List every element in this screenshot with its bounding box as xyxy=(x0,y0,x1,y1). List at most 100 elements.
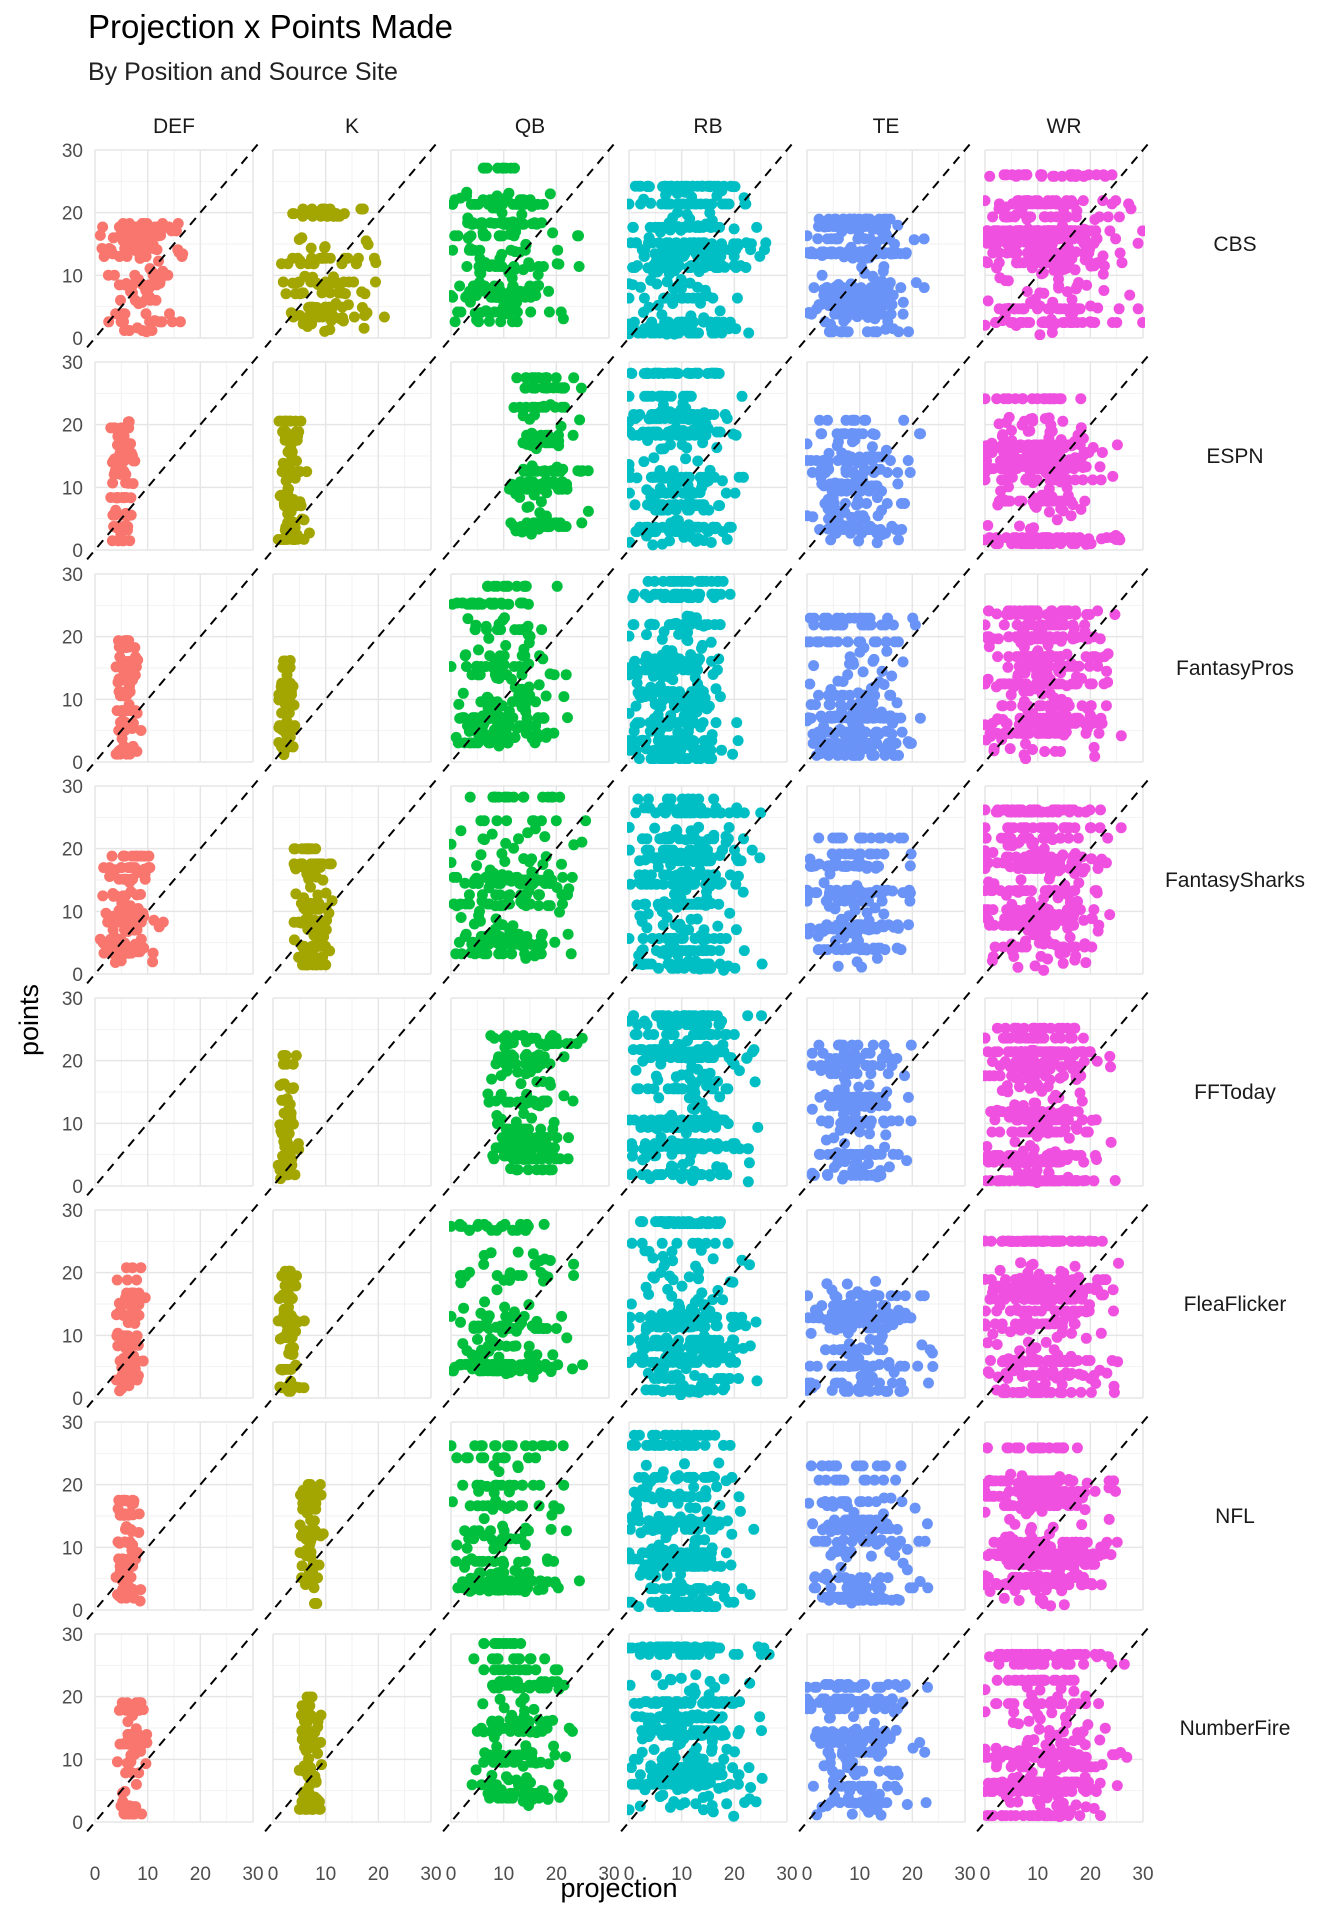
data-point xyxy=(885,690,896,701)
data-point xyxy=(706,589,717,600)
data-point xyxy=(983,674,994,685)
data-point xyxy=(729,223,740,234)
data-point xyxy=(1046,608,1057,619)
data-point xyxy=(306,272,317,283)
data-point xyxy=(886,309,897,320)
x-tick-label: 20 xyxy=(190,1864,211,1885)
data-point xyxy=(682,735,693,746)
data-point xyxy=(1094,728,1105,739)
data-point xyxy=(681,391,692,402)
data-point xyxy=(1057,317,1068,328)
data-point xyxy=(542,728,553,739)
data-point xyxy=(552,581,563,592)
data-point xyxy=(544,437,555,448)
data-point xyxy=(1068,633,1079,644)
data-point xyxy=(1124,290,1135,301)
data-point xyxy=(689,237,700,248)
data-point xyxy=(494,307,505,318)
data-point xyxy=(1085,301,1096,312)
data-point xyxy=(881,646,892,657)
data-point xyxy=(550,402,561,413)
data-point xyxy=(1057,416,1068,427)
y-tick-label: 30 xyxy=(62,777,83,798)
data-point xyxy=(909,234,920,245)
data-point xyxy=(139,864,150,875)
points-group xyxy=(980,393,1126,550)
data-point xyxy=(552,258,563,269)
strip-label-numberfire: NumberFire xyxy=(1180,1717,1291,1740)
data-point xyxy=(724,199,735,210)
data-point xyxy=(670,422,681,433)
data-point xyxy=(835,620,846,631)
strip-label-cbs: CBS xyxy=(1213,233,1256,256)
data-point xyxy=(1037,317,1048,328)
data-point xyxy=(871,279,882,290)
data-point xyxy=(349,312,360,323)
data-point xyxy=(461,661,472,672)
data-point xyxy=(119,308,130,319)
data-point xyxy=(724,522,735,533)
data-point xyxy=(1112,439,1123,450)
data-point xyxy=(835,699,846,710)
y-tick-label: 30 xyxy=(62,1625,83,1646)
data-point xyxy=(531,281,542,292)
data-point xyxy=(639,293,650,304)
data-point xyxy=(651,472,662,483)
data-point xyxy=(853,498,864,509)
data-point xyxy=(898,309,909,320)
data-point xyxy=(869,313,880,324)
data-point xyxy=(536,624,547,635)
data-point xyxy=(903,736,914,747)
data-point xyxy=(281,288,292,299)
data-point xyxy=(523,659,534,670)
panel-fantasypros-k xyxy=(265,565,439,772)
data-point xyxy=(829,324,840,335)
data-point xyxy=(1089,742,1100,753)
data-point xyxy=(743,328,754,339)
data-point xyxy=(520,581,531,592)
data-point xyxy=(105,492,116,503)
data-point xyxy=(898,297,909,308)
data-point xyxy=(869,654,880,665)
data-point xyxy=(317,253,328,264)
data-point xyxy=(542,382,553,393)
data-point xyxy=(700,418,711,429)
panel-cbs-wr xyxy=(977,141,1151,348)
x-tick-label: 0 xyxy=(268,1864,279,1885)
data-point xyxy=(1046,303,1057,314)
y-tick-label: 0 xyxy=(72,753,83,774)
data-point xyxy=(1015,713,1026,724)
data-point xyxy=(276,741,287,752)
data-point xyxy=(980,474,991,485)
data-point xyxy=(624,662,635,673)
data-point xyxy=(288,500,299,511)
data-point xyxy=(854,723,865,734)
data-point xyxy=(802,510,813,521)
data-point xyxy=(1004,412,1015,423)
data-point xyxy=(654,413,665,424)
data-point xyxy=(156,225,167,236)
data-point xyxy=(1067,619,1078,630)
data-point xyxy=(576,517,587,528)
data-point xyxy=(997,429,1008,440)
data-point xyxy=(706,753,717,764)
data-point xyxy=(510,226,521,237)
data-point xyxy=(538,401,549,412)
data-point xyxy=(285,416,296,427)
data-point xyxy=(716,238,727,249)
data-point xyxy=(474,277,485,288)
data-point xyxy=(907,613,918,624)
data-point xyxy=(802,230,813,241)
data-point xyxy=(994,418,1005,429)
data-point xyxy=(1107,198,1118,209)
data-point xyxy=(997,439,1008,450)
data-point xyxy=(661,237,672,248)
data-point xyxy=(1021,169,1032,180)
data-point xyxy=(712,222,723,233)
data-point xyxy=(1040,211,1051,222)
chart-title: Projection x Points Made xyxy=(88,8,453,45)
data-point xyxy=(877,529,888,540)
data-point xyxy=(858,510,869,521)
